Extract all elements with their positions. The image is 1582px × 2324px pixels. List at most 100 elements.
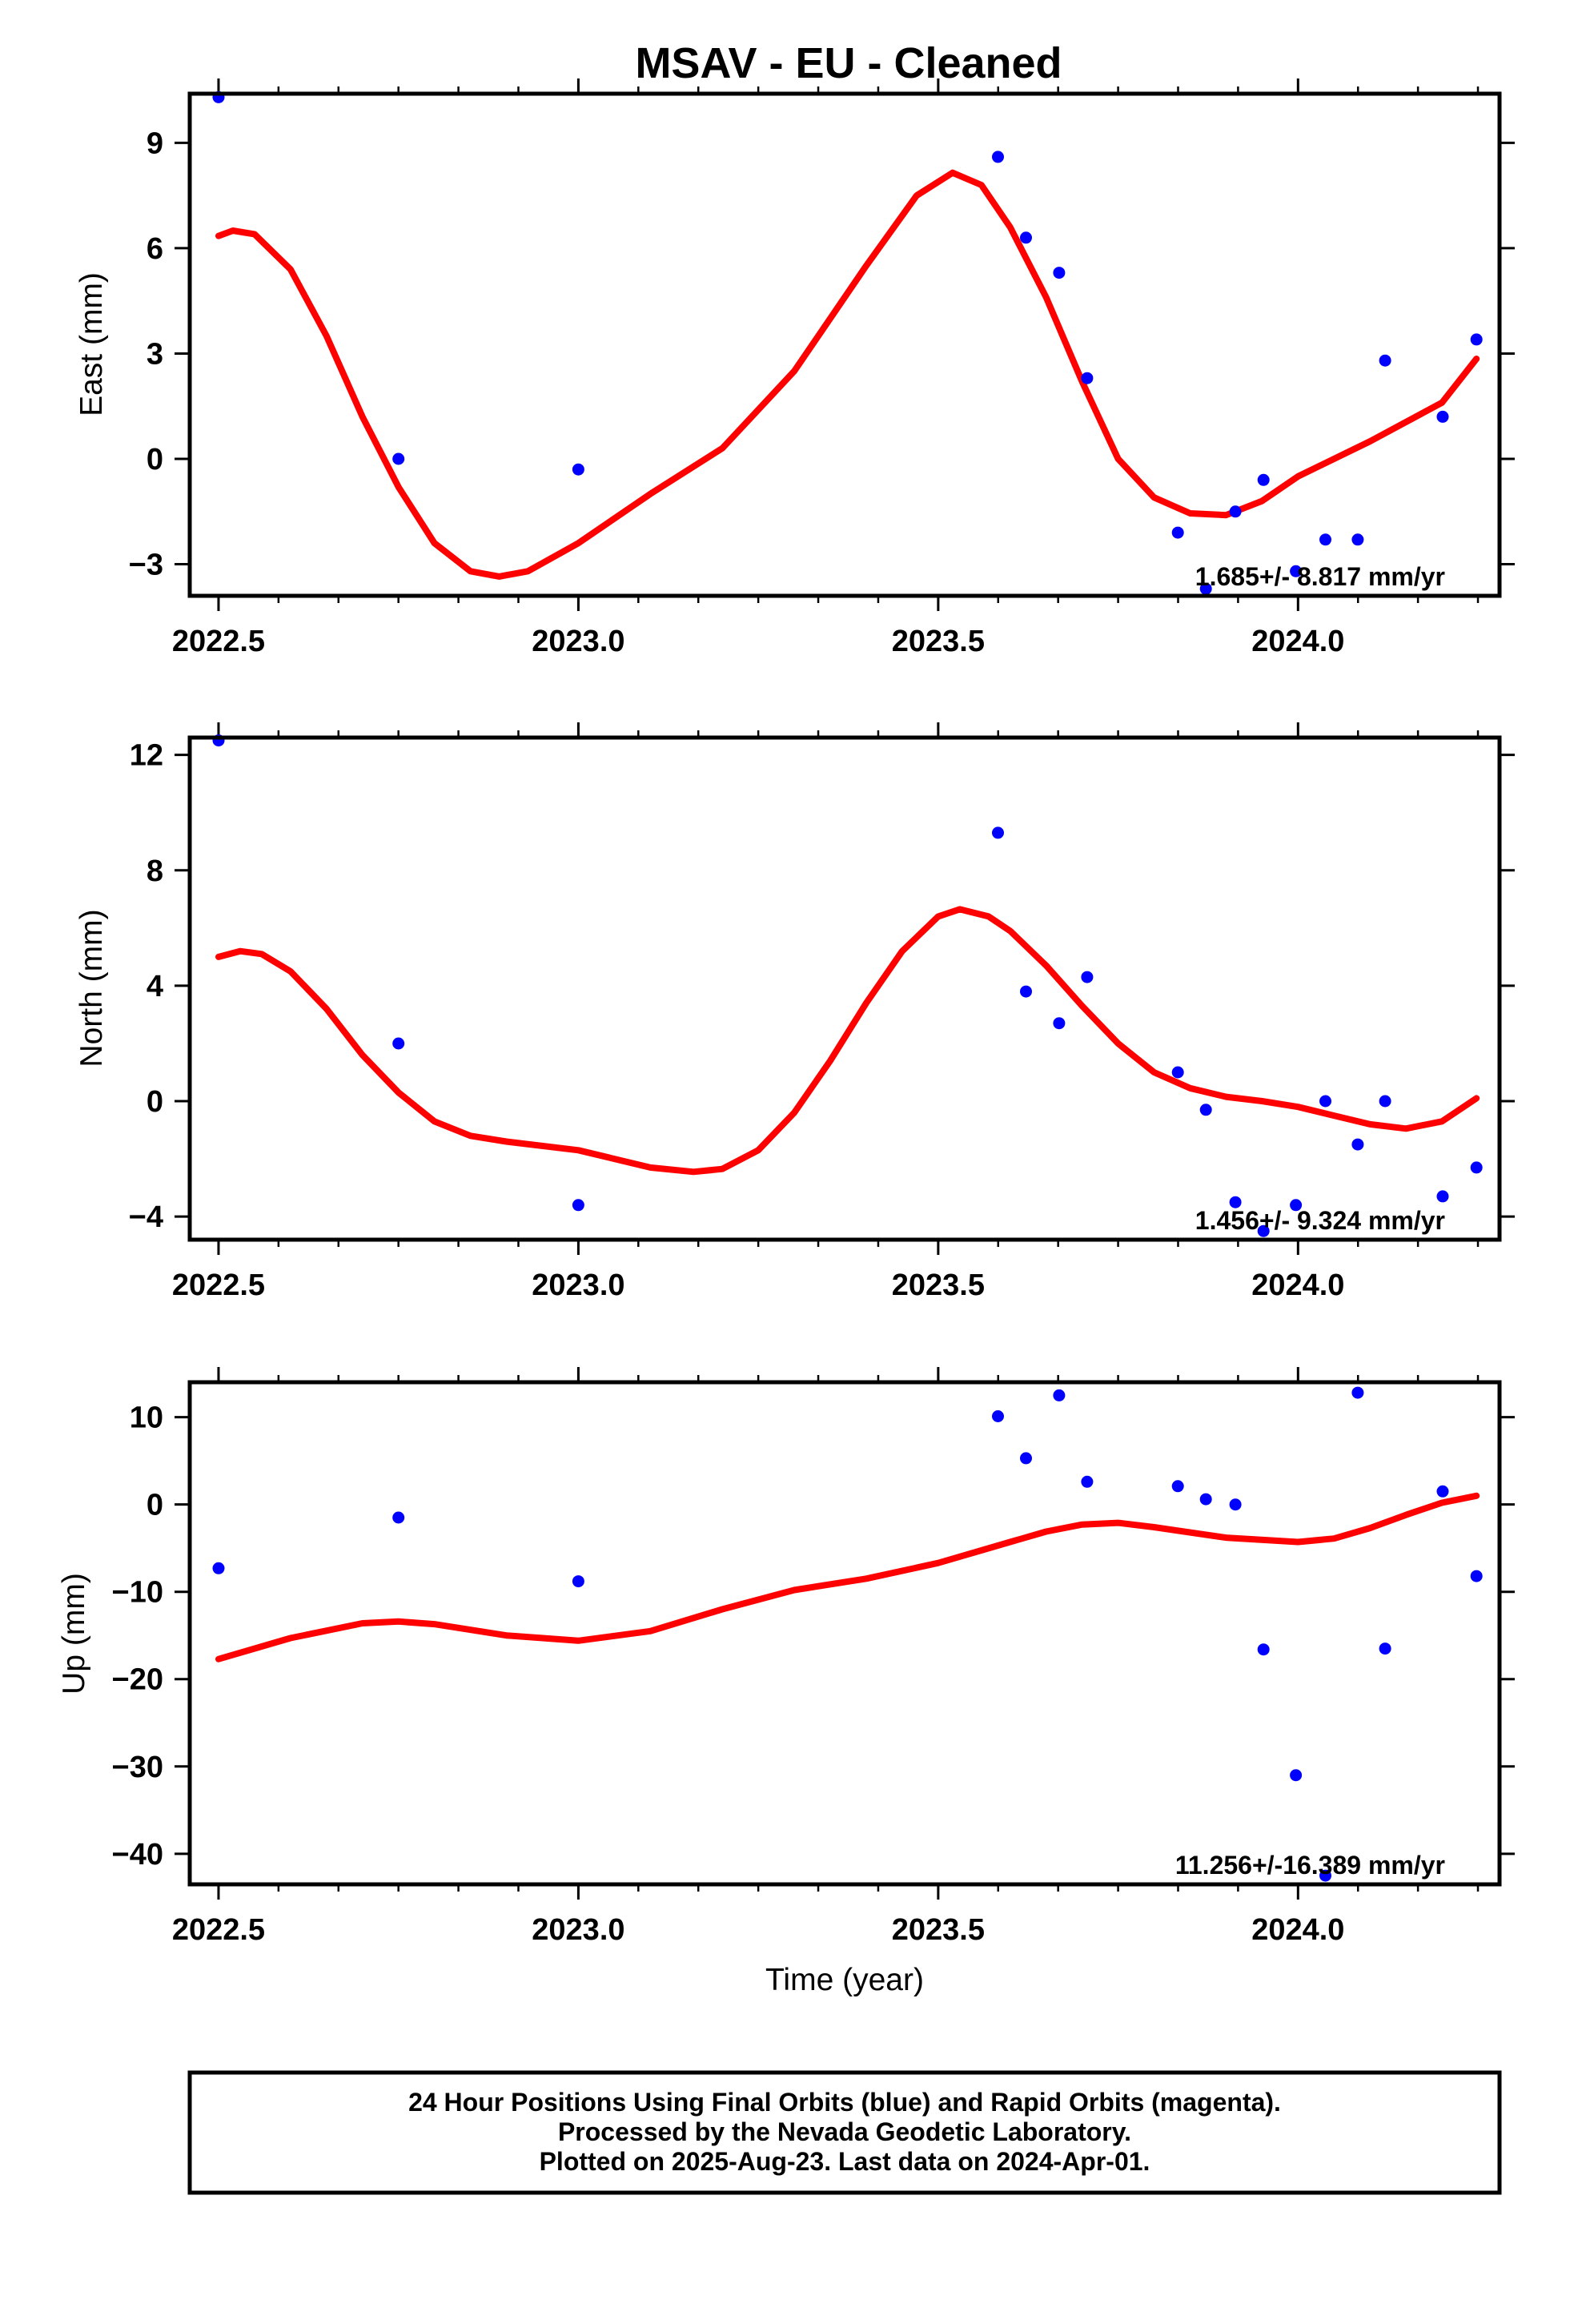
- up-data-point: [1229, 1498, 1242, 1511]
- east-y-tick-label: −3: [129, 549, 163, 582]
- east-y-axis-label: East (mm): [74, 272, 109, 416]
- up-data-point: [1351, 1386, 1364, 1399]
- up-y-tick-label: −20: [112, 1663, 163, 1697]
- north-x-tick-label: 2022.5: [172, 1269, 265, 1302]
- chart-title: MSAV - EU - Cleaned: [635, 39, 1062, 87]
- north-data-point: [1290, 1199, 1303, 1212]
- north-data-point: [1351, 1138, 1364, 1151]
- up-data-point: [1436, 1485, 1449, 1498]
- up-x-tick-label: 2024.0: [1251, 1913, 1344, 1947]
- up-marks: 2022.5 2023.0 2023.5 2024.0 −40 −30 −20 −10 0 10: [112, 1367, 1515, 1947]
- north-y-tick-label: 8: [147, 854, 163, 888]
- east-y-tick-label: 3: [147, 337, 163, 371]
- east-data-point: [1229, 505, 1242, 518]
- up-data-point: [992, 1410, 1004, 1422]
- north-data-point: [1199, 1104, 1212, 1116]
- north-y-tick-label: 0: [147, 1085, 163, 1119]
- east-data-point: [992, 151, 1004, 163]
- up-data-point: [1470, 1570, 1483, 1582]
- north-data-point: [392, 1037, 405, 1050]
- north-data-point: [1020, 985, 1032, 998]
- east-data-point: [1436, 410, 1449, 423]
- east-data-point: [1290, 565, 1303, 577]
- x-axis-label: Time (year): [765, 1963, 924, 1997]
- north-data-point: [1257, 1224, 1270, 1237]
- up-fit-line: [215, 1492, 1480, 1663]
- up-x-tick-label: 2023.0: [532, 1913, 624, 1947]
- up-data-point: [212, 1562, 225, 1574]
- north-y-tick-label: 4: [147, 970, 163, 1003]
- north-fit-line: [215, 906, 1480, 1176]
- up-y-tick-label: 0: [147, 1489, 163, 1522]
- up-y-tick-label: 10: [130, 1401, 163, 1435]
- north-y-tick-label: −4: [129, 1200, 163, 1234]
- north-data-point: [1470, 1161, 1483, 1174]
- east-data-point: [1470, 333, 1483, 346]
- north-data-point: [1436, 1190, 1449, 1203]
- up-data-point: [1319, 1869, 1331, 1882]
- footer-line-2: Processed by the Nevada Geodetic Laborat…: [558, 2117, 1131, 2146]
- north-data-point: [1081, 971, 1094, 983]
- up-data-point: [1290, 1769, 1303, 1782]
- east-data-point: [1199, 582, 1212, 595]
- up-y-tick-label: −40: [112, 1838, 163, 1872]
- up-y-tick-label: −30: [112, 1751, 163, 1784]
- footer-line-1: 24 Hour Positions Using Final Orbits (bl…: [408, 2088, 1281, 2117]
- east-panel: 2022.5 2023.0 2023.5 2024.0 −3 0 3 6 9 East (mm)…: [74, 78, 1515, 658]
- up-data-point: [1171, 1480, 1184, 1493]
- up-y-tick-label: −10: [112, 1576, 163, 1610]
- north-panel: 2022.5 2023.0 2023.5 2024.0 −4 0 4 8 12 North (m…: [74, 722, 1515, 1302]
- east-data-point: [572, 463, 584, 476]
- east-data-point: [1379, 354, 1391, 367]
- east-x-tick-label: 2024.0: [1251, 625, 1344, 658]
- footer-line-3: Plotted on 2025-Aug-23. Last data on 202…: [540, 2147, 1150, 2176]
- north-data-point: [1379, 1095, 1391, 1108]
- up-data-point: [1081, 1475, 1094, 1488]
- north-data-point: [1053, 1017, 1066, 1030]
- up-data-point: [1053, 1389, 1066, 1401]
- east-data-point: [392, 452, 405, 465]
- up-data-point: [1020, 1452, 1032, 1465]
- east-y-tick-label: 6: [147, 232, 163, 266]
- up-data-point: [1379, 1642, 1391, 1655]
- north-data-point: [1171, 1066, 1184, 1079]
- north-data-point: [572, 1199, 584, 1212]
- footer-box: 24 Hour Positions Using Final Orbits (bl…: [187, 2070, 1502, 2195]
- up-panel: 2022.5 2023.0 2023.5 2024.0−40−30−20−10010 …: [57, 1367, 1515, 1947]
- north-y-axis-label: North (mm): [74, 909, 109, 1067]
- footer-frame: [187, 2070, 1502, 2195]
- north-data-point: [1319, 1095, 1331, 1108]
- north-data-point: [992, 826, 1004, 839]
- north-x-tick-label: 2023.0: [532, 1269, 624, 1302]
- up-plot-frame: [187, 1380, 1502, 1887]
- up-x-tick-label: 2023.5: [892, 1913, 985, 1947]
- north-x-tick-label: 2024.0: [1251, 1269, 1344, 1302]
- east-data-point: [1319, 533, 1331, 546]
- up-x-tick-label: 2022.5: [172, 1913, 265, 1947]
- north-marks: 2022.5 2023.0 2023.5 2024.0 −4 0 4 8 12: [129, 722, 1515, 1302]
- east-plot-frame: [187, 91, 1502, 598]
- north-y-tick-label: 12: [130, 739, 163, 773]
- up-data-point: [1257, 1643, 1270, 1656]
- north-plot-frame: [187, 735, 1502, 1242]
- east-data-point: [1020, 231, 1032, 244]
- up-data-point: [572, 1575, 584, 1588]
- east-data-point: [1081, 372, 1094, 384]
- north-x-tick-label: 2023.5: [892, 1269, 985, 1302]
- east-data-point: [1257, 473, 1270, 486]
- north-rate-label: 1.456+/- 9.324 mm/yr: [1195, 1206, 1445, 1235]
- up-data-point: [1199, 1493, 1212, 1506]
- up-rate-label: 11.256+/-16.389 mm/yr: [1175, 1851, 1445, 1880]
- east-marks: 2022.5 2023.0 2023.5 2024.0 −3 0 3 6 9: [129, 78, 1515, 658]
- east-rate-label: 1.685+/- 8.817 mm/yr: [1195, 562, 1445, 591]
- up-data-point: [392, 1511, 405, 1524]
- east-fit-line: [215, 169, 1480, 580]
- east-x-tick-label: 2022.5: [172, 625, 265, 658]
- east-x-tick-label: 2023.5: [892, 625, 985, 658]
- east-x-tick-label: 2023.0: [532, 625, 624, 658]
- east-data-point: [1171, 526, 1184, 539]
- east-data-point: [1351, 533, 1364, 546]
- east-y-tick-label: 0: [147, 443, 163, 476]
- east-y-tick-label: 9: [147, 127, 163, 160]
